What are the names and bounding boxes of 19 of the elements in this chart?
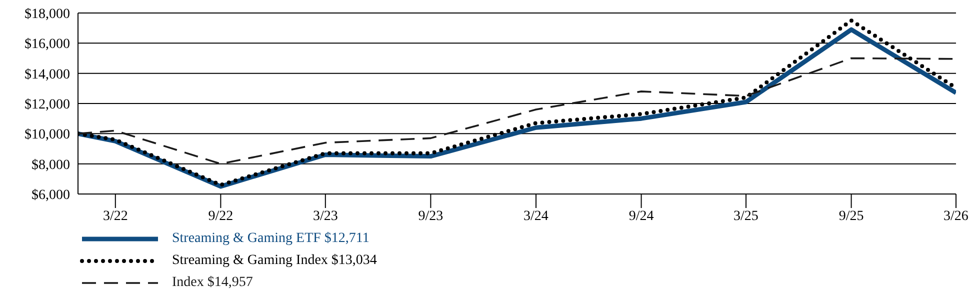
x-tick-label: 3/25 <box>734 208 758 224</box>
y-tick-label: $6,000 <box>32 188 70 203</box>
x-tick-label: 9/22 <box>208 208 234 224</box>
text: Streaming & Gaming ETF $12,711 <box>172 231 370 247</box>
x-tick-label: 9/25 <box>838 208 864 224</box>
y-tick-label: $18,000 <box>24 6 70 22</box>
y-tick-label: $10,000 <box>24 128 70 143</box>
x-tick-label: 3/22 <box>102 208 128 224</box>
y-tick-label: $16,000 <box>24 37 70 52</box>
x-tick-label: 3/24 <box>524 208 548 224</box>
x-tick-label: 9/23 <box>418 208 444 224</box>
y-tick-label: $14,000 <box>24 67 70 82</box>
x-tick-label: 3/23 <box>312 208 338 224</box>
x-tick-label: 3/26 <box>944 208 968 224</box>
text: Index $14,957 <box>172 275 253 291</box>
text: Streaming & Gaming Index $13,034 <box>172 253 377 269</box>
y-tick-label: $8,000 <box>32 158 70 173</box>
y-tick-label: $12,000 <box>24 97 70 112</box>
x-tick-label: 9/24 <box>628 208 654 224</box>
